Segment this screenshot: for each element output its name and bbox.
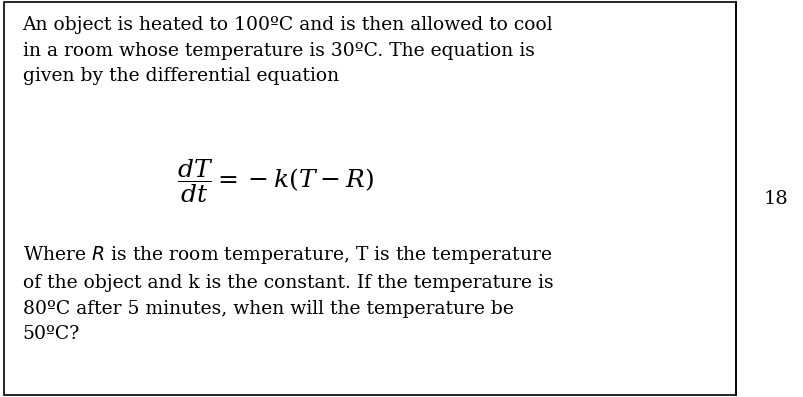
Text: $\dfrac{dT}{dt} = -k(T - R)$: $\dfrac{dT}{dt} = -k(T - R)$ — [177, 157, 373, 204]
Text: Where $R$ is the room temperature, T is the temperature
of the object and k is t: Where $R$ is the room temperature, T is … — [22, 244, 552, 343]
Text: An object is heated to 100ºC and is then allowed to cool
in a room whose tempera: An object is heated to 100ºC and is then… — [22, 16, 552, 85]
Text: 18: 18 — [763, 189, 787, 208]
